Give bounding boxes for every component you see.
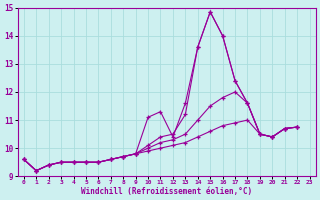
X-axis label: Windchill (Refroidissement éolien,°C): Windchill (Refroidissement éolien,°C) — [81, 187, 252, 196]
